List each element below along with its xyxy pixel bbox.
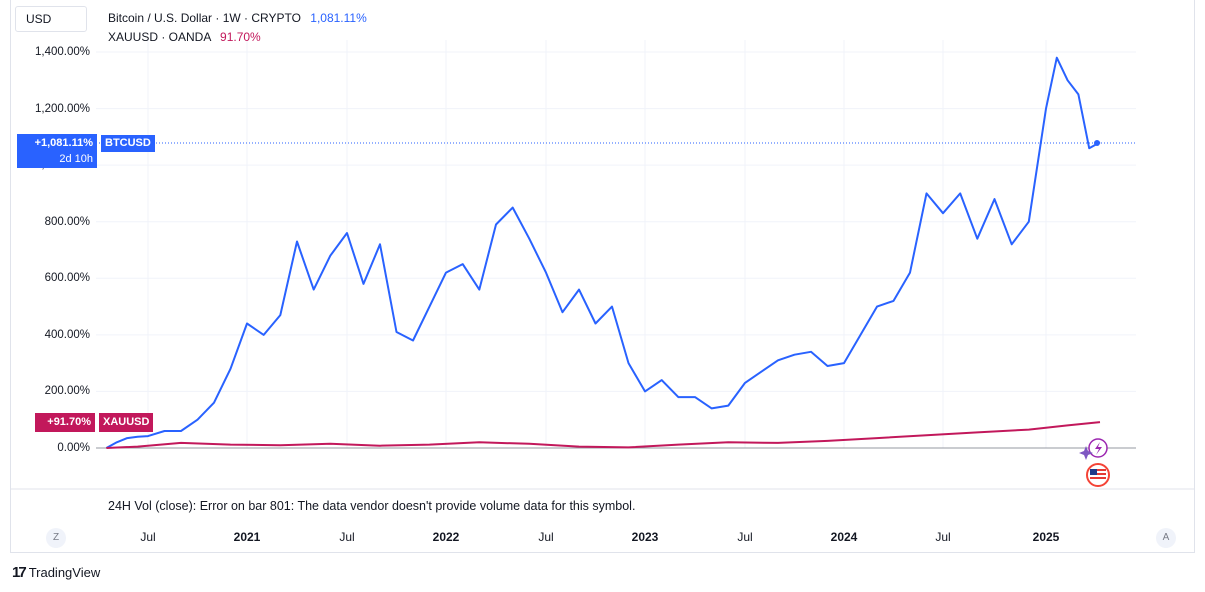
btc-symbol-tag: BTCUSD <box>101 135 155 152</box>
legend-btc-label: Bitcoin / U.S. Dollar · 1W · CRYPTO <box>108 11 301 25</box>
legend-btc-value: 1,081.11% <box>310 11 367 25</box>
btc-value-text: +1,081.11% <box>34 137 93 149</box>
series-line-xauusd[interactable] <box>106 421 1101 449</box>
legend-xau-value: 91.70% <box>220 30 261 44</box>
tradingview-logo[interactable]: 17 TradingView <box>12 564 100 581</box>
legend-xau-label: XAUUSD · OANDA <box>108 30 211 44</box>
xau-symbol-tag: XAUUSD <box>99 413 154 432</box>
us-flag-icon[interactable] <box>1086 463 1110 487</box>
y-tick-label: 600.00% <box>44 272 90 285</box>
series-layer <box>105 56 1101 449</box>
xau-value-tag: +91.70% <box>35 413 95 432</box>
volume-message: 24H Vol (close): Error on bar 801: The d… <box>108 499 636 513</box>
tradingview-brand: TradingView <box>28 565 101 580</box>
tradingview-logo-icon: 17 <box>12 564 27 581</box>
grid <box>96 40 1136 448</box>
y-tick-label: 800.00% <box>44 215 90 228</box>
x-tick-label: 2025 <box>1032 530 1060 544</box>
x-tick-label: Jul <box>935 530 951 544</box>
x-tick-label: Jul <box>737 530 753 544</box>
btc-timer-text: 2d 10h <box>59 153 93 165</box>
y-tick-label: 1,200.00% <box>35 102 90 115</box>
x-tick-label: Jul <box>140 530 156 544</box>
x-tick-label: Jul <box>538 530 554 544</box>
auto-scale-button[interactable]: A <box>1156 528 1176 548</box>
y-tick-label: 200.00% <box>44 385 90 398</box>
zoom-reset-button[interactable]: Z <box>46 528 66 548</box>
x-tick-label: 2022 <box>432 530 460 544</box>
btc-last-dot <box>1094 140 1100 146</box>
legend-xau[interactable]: XAUUSD · OANDA 91.70% <box>108 30 261 44</box>
chart-frame <box>10 0 1195 553</box>
x-tick-label: Jul <box>339 530 355 544</box>
y-tick-label: 1,400.00% <box>35 46 90 58</box>
x-tick-label: 2024 <box>830 530 858 544</box>
y-tick-label: 400.00% <box>44 328 90 341</box>
x-tick-label: 2021 <box>233 530 261 544</box>
x-tick-label: 2023 <box>631 530 659 544</box>
currency-selector[interactable]: USD <box>15 6 87 32</box>
series-line-btcusd[interactable] <box>105 56 1101 449</box>
chart-canvas[interactable] <box>0 0 1205 560</box>
event-icon-lightning[interactable] <box>1088 438 1108 458</box>
event-icon-sparkle[interactable] <box>1079 446 1093 460</box>
legend-btc[interactable]: Bitcoin / U.S. Dollar · 1W · CRYPTO 1,08… <box>108 11 367 25</box>
btc-value-tag: +1,081.11% 2d 10h <box>17 134 97 168</box>
y-tick-label: 0.00% <box>57 442 90 454</box>
